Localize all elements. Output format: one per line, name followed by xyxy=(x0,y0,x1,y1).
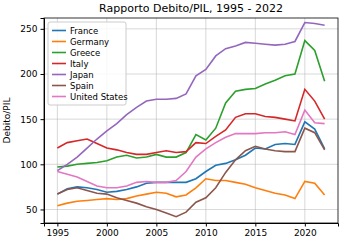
tick-mark xyxy=(41,29,45,30)
tick-label: 2000 xyxy=(96,228,119,238)
series-line xyxy=(57,89,324,154)
grid-line xyxy=(44,209,338,210)
tick: 2005 xyxy=(145,223,168,238)
tick: 100 xyxy=(20,160,44,170)
series-line xyxy=(57,179,324,206)
grid-line xyxy=(304,18,305,223)
legend-label: Japan xyxy=(69,70,94,80)
axis-line xyxy=(41,19,45,224)
legend-swatch xyxy=(52,30,66,32)
tick-label: 1995 xyxy=(46,228,69,238)
axis-line xyxy=(45,224,339,227)
tick-label: 2005 xyxy=(145,228,168,238)
tick: 250 xyxy=(20,24,44,34)
legend-swatch xyxy=(52,74,66,76)
legend-swatch xyxy=(52,41,66,43)
tick: 50 xyxy=(26,205,44,215)
tick-mark xyxy=(206,223,207,227)
tick: 200 xyxy=(20,69,44,79)
grid-line xyxy=(255,18,256,223)
legend-label: United States xyxy=(70,92,128,102)
series-line xyxy=(57,128,324,217)
legend-label: France xyxy=(70,26,98,36)
tick-label: 2020 xyxy=(294,228,317,238)
tick: 2000 xyxy=(96,223,119,238)
axis-title: Debito/PIL xyxy=(2,98,12,144)
plot-area xyxy=(57,23,324,217)
tick-mark xyxy=(305,223,306,227)
tick: 150 xyxy=(20,115,44,125)
tick-label: 100 xyxy=(20,160,37,170)
legend-swatch xyxy=(52,85,66,87)
tick-mark xyxy=(41,74,45,75)
grid xyxy=(44,18,338,223)
tick: 2020 xyxy=(294,223,317,238)
tick-label: 200 xyxy=(20,69,37,79)
title: Rapporto Debito/PIL, 1995 - 2022 xyxy=(99,2,283,15)
tick: 2010 xyxy=(195,223,218,238)
legend-label: Greece xyxy=(70,48,100,58)
tick-label: 50 xyxy=(26,205,38,215)
tick-label: 2010 xyxy=(195,228,218,238)
y-axis: 50 100 150 200 250 xyxy=(20,19,44,224)
tick-mark xyxy=(41,209,45,210)
legend-swatch xyxy=(52,52,66,54)
series-line xyxy=(57,23,324,171)
chart: Rapporto Debito/PIL, 1995 - 2022 1995 2000… xyxy=(0,0,346,245)
tick-label: 250 xyxy=(20,24,37,34)
tick-mark xyxy=(107,223,108,227)
series-line xyxy=(57,110,324,188)
legend: FranceGermanyGreeceItalyJapanSpainUnited… xyxy=(48,22,128,105)
tick-mark xyxy=(41,164,45,165)
grid-line xyxy=(44,119,338,120)
legend-label: Italy xyxy=(70,59,88,69)
x-axis: 1995 2000 2005 2010 2015 2020 xyxy=(45,223,339,238)
series-line xyxy=(57,122,324,194)
tick-mark xyxy=(255,223,256,227)
tick-mark xyxy=(41,119,45,120)
legend-swatch xyxy=(52,63,66,65)
plot-frame xyxy=(44,18,338,223)
tick-label: 150 xyxy=(20,115,37,125)
legend-swatch xyxy=(52,96,66,98)
grid-line xyxy=(205,18,206,223)
legend-label: Germany xyxy=(70,37,109,47)
tick: 2015 xyxy=(244,223,267,238)
tick-mark xyxy=(57,223,58,227)
tick-mark xyxy=(156,223,157,227)
tick-label: 2015 xyxy=(244,228,267,238)
tick: 1995 xyxy=(46,223,69,238)
legend-label: Spain xyxy=(70,81,94,91)
